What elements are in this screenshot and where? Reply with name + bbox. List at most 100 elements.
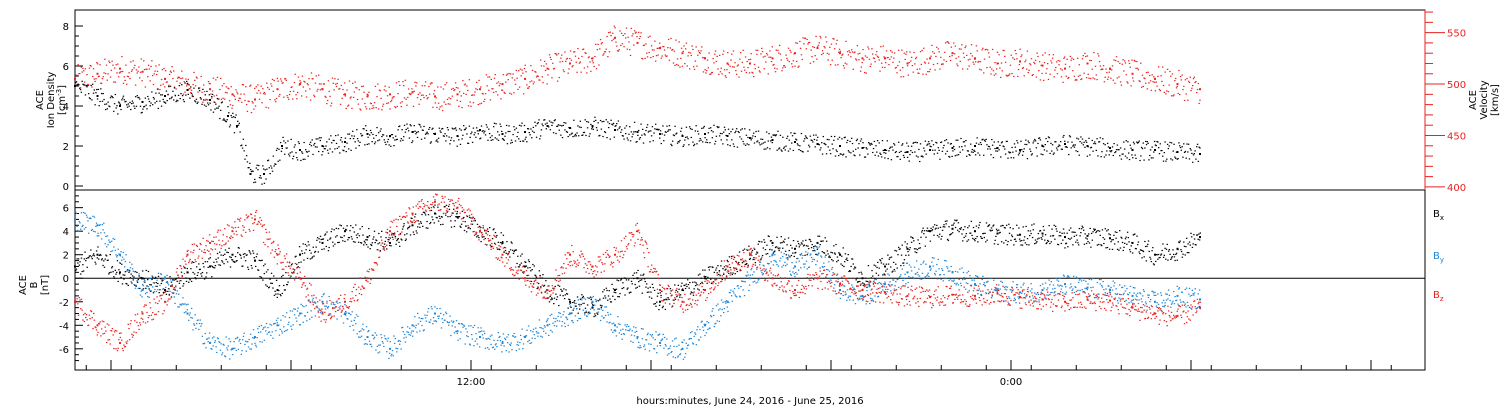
density-point <box>599 135 600 136</box>
density-point <box>255 182 256 183</box>
by-point <box>205 333 206 334</box>
density-point <box>231 115 232 116</box>
velocity-point <box>1135 68 1136 69</box>
density-point <box>640 137 641 138</box>
velocity-point <box>585 53 586 54</box>
density-point <box>574 135 575 136</box>
density-point <box>107 102 108 103</box>
velocity-point <box>984 59 985 60</box>
density-point <box>282 137 283 138</box>
velocity-point <box>512 73 513 74</box>
density-point <box>848 150 849 151</box>
velocity-point <box>495 74 496 75</box>
density-point <box>440 132 441 133</box>
velocity-point <box>597 49 598 50</box>
density-point <box>405 129 406 130</box>
velocity-point <box>334 78 335 79</box>
density-point <box>168 86 169 87</box>
density-point <box>1151 157 1152 158</box>
density-point <box>1019 151 1020 152</box>
density-point <box>406 124 407 125</box>
bx-point <box>513 253 514 254</box>
bx-point <box>675 290 676 291</box>
velocity-point <box>180 78 181 79</box>
bx-point <box>1092 231 1093 232</box>
bx-point <box>1103 243 1104 244</box>
velocity-point <box>270 83 271 84</box>
velocity-point <box>358 104 359 105</box>
velocity-point <box>136 69 137 70</box>
velocity-point <box>1055 67 1056 68</box>
bx-data-point <box>1019 234 1021 236</box>
bx-point <box>160 278 161 279</box>
bx-point <box>365 239 366 240</box>
by-point <box>168 284 169 285</box>
velocity-point <box>923 48 924 49</box>
bx-point <box>148 271 149 272</box>
velocity-point <box>1087 55 1088 56</box>
velocity-point <box>700 50 701 51</box>
density-point <box>139 98 140 99</box>
bx-point <box>1111 239 1112 240</box>
bx-point <box>1099 231 1100 232</box>
bx-point <box>325 233 326 234</box>
density-point <box>323 146 324 147</box>
density-point <box>618 120 619 121</box>
density-point <box>113 111 114 112</box>
density-point <box>932 150 933 151</box>
velocity-point <box>738 64 739 65</box>
density-point <box>947 151 948 152</box>
bx-point <box>188 282 189 283</box>
velocity-point <box>973 64 974 65</box>
density-point <box>548 126 549 127</box>
bx-point <box>557 285 558 286</box>
bx-point <box>871 270 872 271</box>
by-point <box>297 310 298 311</box>
density-point <box>239 131 240 132</box>
by-point <box>133 271 134 272</box>
velocity-point <box>750 59 751 60</box>
velocity-point <box>235 89 236 90</box>
bx-point <box>231 257 232 258</box>
bx-point <box>1197 239 1198 240</box>
velocity-point <box>759 70 760 71</box>
density-point <box>76 81 77 82</box>
bx-point <box>948 226 949 227</box>
velocity-point <box>1141 87 1142 88</box>
density-point <box>1149 155 1150 156</box>
by-point <box>102 224 103 225</box>
bx-point <box>722 279 723 280</box>
density-point <box>745 145 746 146</box>
density-point <box>96 89 97 90</box>
density-point <box>929 143 930 144</box>
velocity-point <box>985 49 986 50</box>
density-point <box>559 125 560 126</box>
density-point <box>472 142 473 143</box>
velocity-point <box>831 44 832 45</box>
density-point <box>544 119 545 120</box>
by-point <box>83 212 84 213</box>
velocity-point <box>480 86 481 87</box>
velocity-point <box>465 84 466 85</box>
bx-point <box>765 253 766 254</box>
density-point <box>627 139 628 140</box>
bx-point <box>868 265 869 266</box>
velocity-point <box>1121 85 1122 86</box>
bx-point <box>573 310 574 311</box>
velocity-data-point <box>772 57 774 59</box>
bx-point <box>1131 242 1132 243</box>
density-point <box>281 151 282 152</box>
by-point <box>123 252 124 253</box>
bx-point <box>1002 225 1003 226</box>
velocity-point <box>595 44 596 45</box>
bx-point <box>1149 251 1150 252</box>
bx-point <box>657 296 658 297</box>
velocity-point <box>780 53 781 54</box>
bx-point <box>449 216 450 217</box>
density-point <box>1078 138 1079 139</box>
velocity-point <box>499 83 500 84</box>
by-point <box>87 217 88 218</box>
velocity-point <box>469 101 470 102</box>
density-point <box>953 146 954 147</box>
bx-point <box>1145 246 1146 247</box>
